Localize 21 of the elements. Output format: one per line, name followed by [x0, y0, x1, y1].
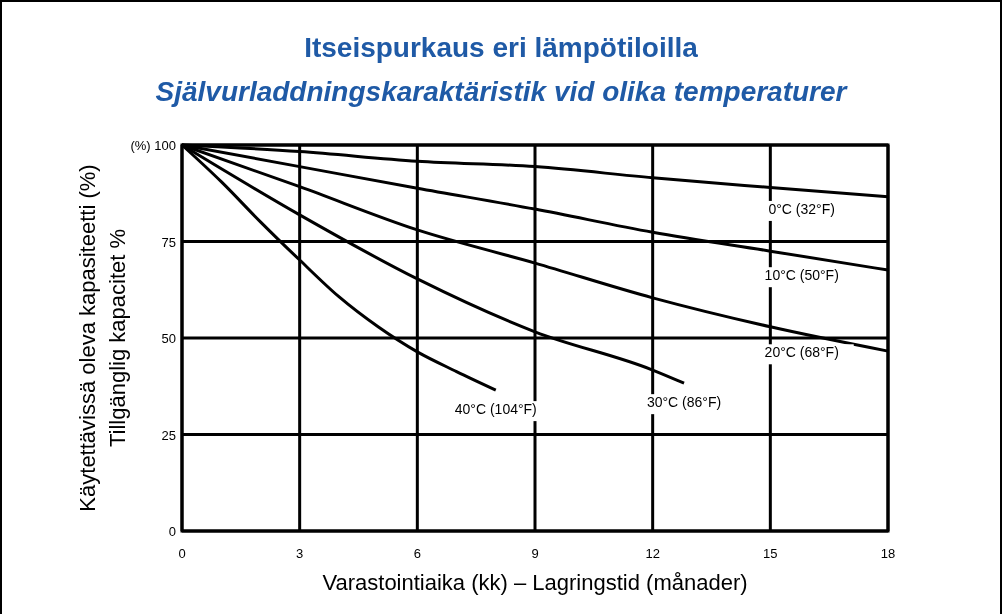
- series-label: 0°C (32°F): [768, 200, 835, 217]
- y-tick-label: (%) 100: [130, 138, 176, 153]
- x-tick-label: 12: [645, 546, 660, 561]
- chart-subtitle: Självurladdningskaraktäristik vid olika temperaturer: [155, 76, 849, 107]
- y-tick-label: 25: [161, 427, 176, 443]
- x-tick-label: 15: [763, 546, 778, 561]
- series-label: 30°C (86°F): [646, 394, 722, 411]
- series-label: 10°C (50°F): [764, 267, 839, 284]
- series-label: 40°C (104°F): [454, 401, 537, 418]
- x-tick-label: 0: [178, 546, 186, 561]
- chart-title: Itseispurkaus eri lämpötiloilla: [304, 32, 699, 63]
- y-tick-label: 50: [161, 331, 176, 346]
- x-tick-label: 6: [413, 546, 421, 561]
- x-tick-label: 9: [531, 546, 539, 561]
- x-tick-label: 3: [296, 546, 304, 561]
- x-axis-title: Varastointiaika (kk) – Lagringstid (månader): [322, 570, 748, 595]
- series-label: 20°C (68°F): [764, 344, 839, 361]
- y-tick-label: 0: [168, 524, 176, 539]
- y-tick-label: 75: [161, 234, 176, 250]
- y-axis-title: Käytettävissä oleva kapasiteetti (%) Tillgänglig kapacitet %: [75, 164, 130, 512]
- x-tick-label: 18: [880, 546, 896, 561]
